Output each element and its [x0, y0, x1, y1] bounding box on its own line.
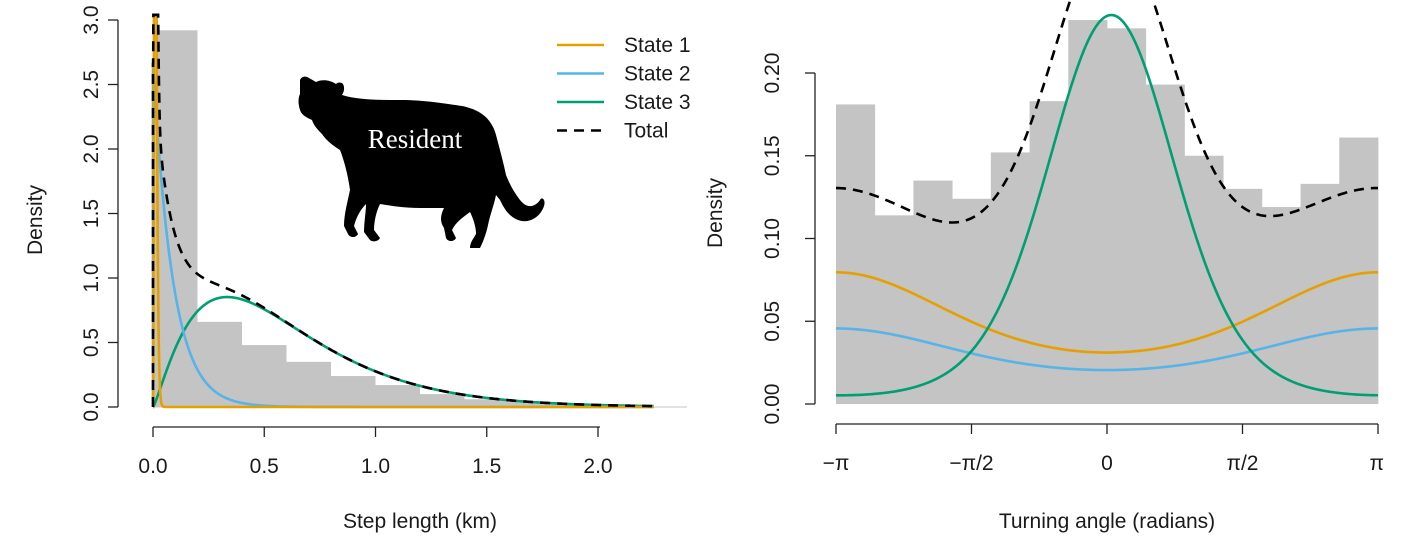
- step-length-y-tick-label: 2.5: [80, 70, 103, 99]
- turning-angle-bar: [1029, 101, 1069, 404]
- step-length-x-tick-label: 1.0: [361, 455, 390, 478]
- step-length-x-ticks: 0.0 0.5 1.0 1.5 2.0: [138, 427, 613, 478]
- turning-angle-x-tick-label: 0: [1101, 452, 1113, 475]
- step-length-bar: [375, 385, 420, 407]
- turning-angle-bar: [913, 180, 953, 404]
- step-length-x-axis-title: Step length (km): [343, 510, 497, 533]
- step-length-panel: 0.0 0.5 1.0 1.5 2.0 2.5 3.0 0.0 0.5 1.0 1.5 2.0 St…: [24, 5, 691, 533]
- turning-angle-x-tick-label: −π: [823, 452, 850, 475]
- turning-angle-y-tick-label: 0.10: [761, 218, 784, 259]
- step-length-y-tick-label: 3.0: [80, 5, 103, 34]
- turning-angle-histogram: [836, 20, 1379, 405]
- turning-angle-curve-state-1: [835, 271, 1379, 354]
- step-length-bar: [331, 376, 376, 407]
- step-length-curve-state-1: [151, 13, 654, 409]
- turning-angle-y-tick-label: 0.05: [761, 301, 784, 342]
- legend-label: State 3: [624, 91, 691, 114]
- turning-angle-y-tick-label: 0.15: [761, 135, 784, 176]
- turning-angle-y-tick-label: 0.00: [761, 384, 784, 425]
- step-length-x-tick-label: 1.5: [472, 455, 501, 478]
- step-length-bar: [509, 401, 554, 407]
- turning-angle-bar: [1300, 183, 1340, 404]
- turning-angle-bar: [874, 215, 914, 404]
- step-length-y-tick-label: 1.5: [80, 199, 103, 228]
- turning-angle-curve-state-2: [835, 327, 1379, 372]
- turning-angle-y-tick-label: 0.20: [761, 53, 784, 94]
- step-length-bar: [420, 394, 465, 407]
- step-length-y-tick-label: 2.0: [80, 134, 103, 163]
- turning-angle-bar: [990, 152, 1030, 404]
- turning-angle-x-tick-label: −π/2: [949, 452, 993, 475]
- turning-angle-y-axis-title: Density: [704, 177, 727, 248]
- step-length-bar: [464, 399, 509, 407]
- turning-angle-bar: [1145, 84, 1185, 405]
- turning-angle-bar: [1107, 28, 1147, 404]
- leopard-silhouette-icon: [298, 76, 545, 248]
- turning-angle-y-ticks: 0.00 0.05 0.10 0.15 0.20: [761, 53, 815, 425]
- legend-label: State 2: [624, 63, 691, 86]
- step-length-histogram: [153, 30, 687, 408]
- turning-angle-bar: [1339, 137, 1379, 405]
- turning-angle-bar: [952, 198, 992, 404]
- turning-angle-x-ticks: −π −π/2 0 π/2 π: [823, 424, 1384, 475]
- resident-label: Resident: [368, 124, 463, 154]
- step-length-y-axis-title: Density: [24, 184, 47, 255]
- step-length-curve-total: [151, 13, 654, 408]
- step-length-bar: [242, 345, 287, 407]
- step-length-x-tick-label: 0.5: [250, 455, 279, 478]
- step-length-bar: [197, 321, 242, 407]
- step-length-density-curves: [151, 13, 654, 409]
- turning-angle-x-tick-label: π: [1369, 452, 1384, 475]
- step-length-x-tick-label: 2.0: [583, 455, 612, 478]
- step-length-y-tick-label: 1.0: [80, 263, 103, 292]
- step-length-y-tick-label: 0.5: [80, 328, 103, 357]
- step-length-bar: [286, 361, 331, 407]
- turning-angle-bar: [1261, 207, 1301, 404]
- step-length-y-ticks: 0.0 0.5 1.0 1.5 2.0 2.5 3.0: [80, 5, 118, 422]
- legend: State 1 State 2 State 3 Total: [557, 34, 691, 143]
- turning-angle-x-axis-title: Turning angle (radians): [999, 510, 1215, 533]
- step-length-y-tick-label: 0.0: [80, 392, 103, 421]
- turning-angle-bar: [1068, 20, 1108, 404]
- turning-angle-panel: 0.00 0.05 0.10 0.15 0.20 −π −π/2 0 π/2 π Turning…: [704, 0, 1384, 533]
- turning-angle-bar: [1184, 155, 1224, 404]
- turning-angle-x-tick-label: π/2: [1226, 452, 1258, 475]
- turning-angle-bar: [1223, 188, 1263, 404]
- turning-angle-curve-state-3: [835, 13, 1379, 397]
- turning-angle-density-curves: [835, 0, 1379, 397]
- turning-angle-bar: [836, 104, 876, 404]
- step-length-x-tick-label: 0.0: [138, 455, 167, 478]
- legend-label: State 1: [624, 34, 691, 57]
- legend-label: Total: [624, 120, 668, 143]
